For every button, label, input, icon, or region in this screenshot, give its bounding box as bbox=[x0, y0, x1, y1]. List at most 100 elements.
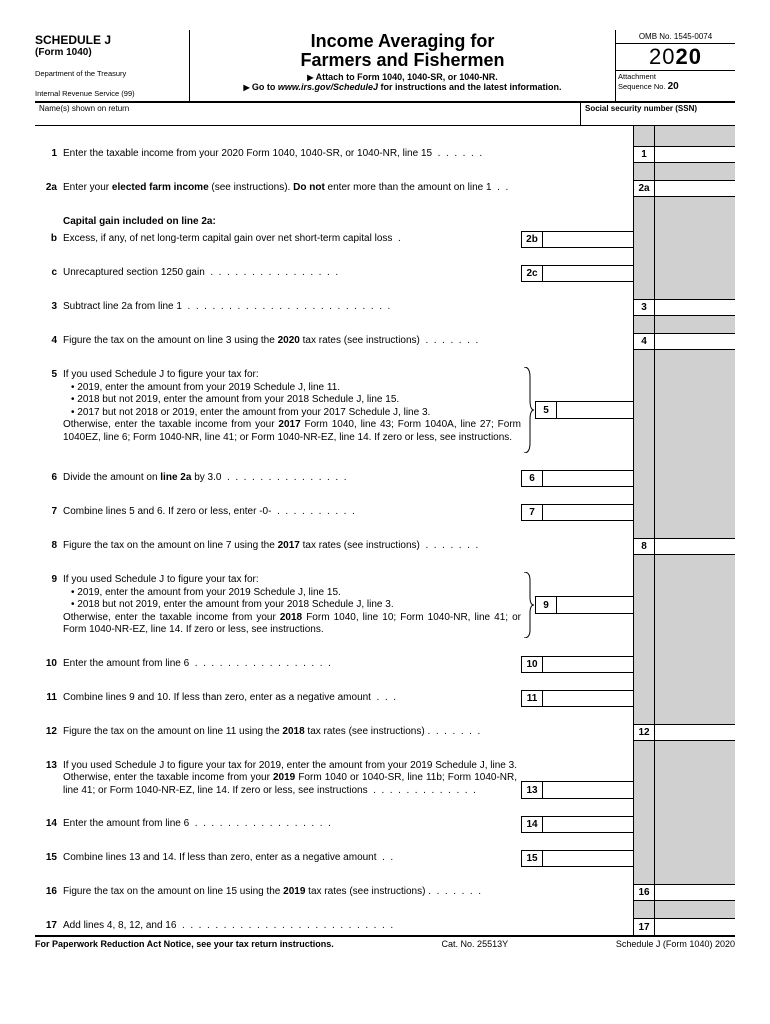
line-6: 6 Divide the amount on line 2a by 3.0 . … bbox=[35, 470, 735, 487]
line-10: 10 Enter the amount from line 6 . . . . … bbox=[35, 656, 735, 673]
line-2b: b Excess, if any, of net long-term capit… bbox=[35, 231, 735, 248]
line-14-input[interactable] bbox=[543, 816, 633, 833]
line-9: 9 If you used Schedule J to figure your … bbox=[35, 572, 735, 639]
line-2c-input[interactable] bbox=[543, 265, 633, 282]
capital-gain-text: Capital gain included on line 2a: bbox=[63, 214, 633, 231]
line-15-input[interactable] bbox=[543, 850, 633, 867]
line-2a-input[interactable] bbox=[655, 180, 735, 197]
line-10-text: Enter the amount from line 6 . . . . . .… bbox=[63, 656, 521, 673]
line-4: 4 Figure the tax on the amount on line 3… bbox=[35, 333, 735, 350]
line-6-box: 6 bbox=[521, 470, 543, 487]
line-7-text: Combine lines 5 and 6. If zero or less, … bbox=[63, 504, 521, 521]
line-7-box: 7 bbox=[521, 504, 543, 521]
line-11: 11 Combine lines 9 and 10. If less than … bbox=[35, 690, 735, 707]
line-12-input[interactable] bbox=[655, 724, 735, 741]
line-1-text: Enter the taxable income from your 2020 … bbox=[63, 146, 633, 163]
line-3-input[interactable] bbox=[655, 299, 735, 316]
seq-number: 20 bbox=[668, 81, 679, 92]
line-17: 17 Add lines 4, 8, 12, and 16 . . . . . … bbox=[35, 918, 735, 935]
title-line-2: Farmers and Fishermen bbox=[194, 51, 611, 70]
line-2c-box: 2c bbox=[521, 265, 543, 282]
line-3-num: 3 bbox=[35, 299, 63, 316]
line-17-input[interactable] bbox=[655, 918, 735, 935]
line-15-box: 15 bbox=[521, 850, 543, 867]
line-9-num: 9 bbox=[35, 572, 63, 639]
goto-url: www.irs.gov/ScheduleJ bbox=[278, 82, 378, 92]
line-2c: c Unrecaptured section 1250 gain . . . .… bbox=[35, 265, 735, 282]
line-16-input[interactable] bbox=[655, 884, 735, 901]
line-2a-num: 2a bbox=[35, 180, 63, 197]
line-14-num: 14 bbox=[35, 816, 63, 833]
goto-pre: Go to bbox=[252, 82, 278, 92]
line-10-input[interactable] bbox=[543, 656, 633, 673]
line-6-input[interactable] bbox=[543, 470, 633, 487]
line-12-num: 12 bbox=[35, 724, 63, 741]
line-15-num: 15 bbox=[35, 850, 63, 867]
goto-post: for instructions and the latest informat… bbox=[378, 82, 562, 92]
line-2b-input[interactable] bbox=[543, 231, 633, 248]
line-6-num: 6 bbox=[35, 470, 63, 487]
line-3: 3 Subtract line 2a from line 1 . . . . .… bbox=[35, 299, 735, 316]
line-1-input[interactable] bbox=[655, 146, 735, 163]
line-2a-box: 2a bbox=[633, 180, 655, 197]
form-footer: For Paperwork Reduction Act Notice, see … bbox=[35, 937, 735, 949]
capital-gain-heading: Capital gain included on line 2a: bbox=[35, 214, 735, 231]
line-4-num: 4 bbox=[35, 333, 63, 350]
line-5-text: If you used Schedule J to figure your ta… bbox=[63, 367, 521, 453]
line-2b-text: Excess, if any, of net long-term capital… bbox=[63, 231, 521, 248]
line-17-box: 17 bbox=[633, 918, 655, 935]
line-14: 14 Enter the amount from line 6 . . . . … bbox=[35, 816, 735, 833]
line-6-text: Divide the amount on line 2a by 3.0 . . … bbox=[63, 470, 521, 487]
line-5: 5 If you used Schedule J to figure your … bbox=[35, 367, 735, 453]
line-8-input[interactable] bbox=[655, 538, 735, 555]
line-1: 1 Enter the taxable income from your 202… bbox=[35, 146, 735, 163]
line-5-num: 5 bbox=[35, 367, 63, 453]
line-12: 12 Figure the tax on the amount on line … bbox=[35, 724, 735, 741]
line-9-input[interactable] bbox=[557, 596, 633, 614]
line-13-box: 13 bbox=[521, 781, 543, 799]
brace-icon bbox=[521, 367, 535, 453]
line-11-input[interactable] bbox=[543, 690, 633, 707]
line-17-num: 17 bbox=[35, 918, 63, 935]
line-16-box: 16 bbox=[633, 884, 655, 901]
schedule-label: SCHEDULE J bbox=[35, 33, 185, 47]
line-5-box: 5 bbox=[535, 401, 557, 419]
line-13-input[interactable] bbox=[543, 781, 633, 799]
omb-number: OMB No. 1545-0074 bbox=[616, 30, 735, 44]
line-16-num: 16 bbox=[35, 884, 63, 901]
footer-left: For Paperwork Reduction Act Notice, see … bbox=[35, 939, 334, 949]
name-ssn-row: Name(s) shown on return Social security … bbox=[35, 103, 735, 126]
line-13-num: 13 bbox=[35, 758, 63, 800]
line-7-input[interactable] bbox=[543, 504, 633, 521]
header-center: Income Averaging for Farmers and Fisherm… bbox=[190, 30, 615, 101]
line-16: 16 Figure the tax on the amount on line … bbox=[35, 884, 735, 901]
ssn-field-label[interactable]: Social security number (SSN) bbox=[580, 103, 735, 125]
line-16-text: Figure the tax on the amount on line 15 … bbox=[63, 884, 633, 901]
line-4-box: 4 bbox=[633, 333, 655, 350]
line-1-num: 1 bbox=[35, 146, 63, 163]
seq-label-1: Attachment bbox=[618, 72, 656, 81]
goto-line: Go to www.irs.gov/ScheduleJ for instruct… bbox=[194, 82, 611, 92]
line-12-box: 12 bbox=[633, 724, 655, 741]
line-8-num: 8 bbox=[35, 538, 63, 555]
form-header: SCHEDULE J (Form 1040) Department of the… bbox=[35, 30, 735, 103]
title-line-1: Income Averaging for bbox=[194, 32, 611, 51]
year-suffix: 20 bbox=[676, 44, 702, 69]
line-2c-text: Unrecaptured section 1250 gain . . . . .… bbox=[63, 265, 521, 282]
line-5-input[interactable] bbox=[557, 401, 633, 419]
line-11-text: Combine lines 9 and 10. If less than zer… bbox=[63, 690, 521, 707]
line-14-box: 14 bbox=[521, 816, 543, 833]
line-4-text: Figure the tax on the amount on line 3 u… bbox=[63, 333, 633, 350]
dept-line-2: Internal Revenue Service (99) bbox=[35, 88, 185, 98]
name-field-label[interactable]: Name(s) shown on return bbox=[35, 103, 580, 125]
line-15: 15 Combine lines 13 and 14. If less than… bbox=[35, 850, 735, 867]
line-13: 13 If you used Schedule J to figure your… bbox=[35, 758, 735, 800]
line-2c-num: c bbox=[35, 265, 63, 282]
line-1-box: 1 bbox=[633, 146, 655, 163]
line-9-box: 9 bbox=[535, 596, 557, 614]
line-11-box: 11 bbox=[521, 690, 543, 707]
footer-right: Schedule J (Form 1040) 2020 bbox=[616, 939, 735, 949]
line-4-input[interactable] bbox=[655, 333, 735, 350]
line-2b-box: 2b bbox=[521, 231, 543, 248]
line-17-text: Add lines 4, 8, 12, and 16 . . . . . . .… bbox=[63, 918, 633, 935]
